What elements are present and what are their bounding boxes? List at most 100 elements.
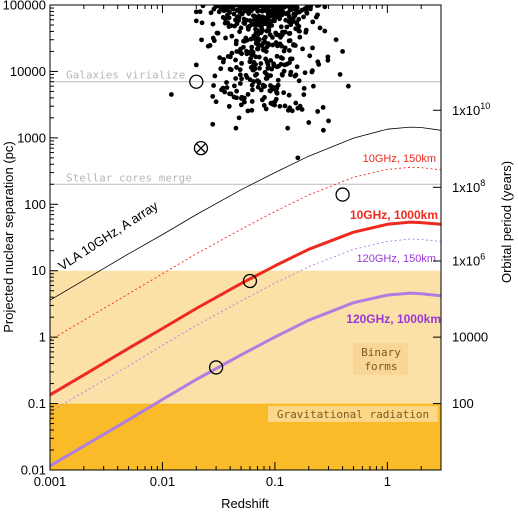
circle-marker bbox=[208, 360, 224, 375]
series-label-g120_150: 120GHz, 150km bbox=[357, 253, 436, 265]
scatter-point bbox=[320, 105, 326, 110]
scatter-point bbox=[265, 16, 271, 22]
region-binary-forms bbox=[50, 270, 441, 404]
scatter-point bbox=[193, 9, 199, 15]
scatter-point bbox=[251, 79, 257, 84]
scatter-point bbox=[337, 72, 343, 77]
scatter-point bbox=[239, 95, 245, 101]
scatter-point bbox=[264, 28, 270, 34]
y-tick-label: 1000 bbox=[17, 130, 46, 145]
y-tick-label: 100000 bbox=[3, 0, 46, 13]
axes: 0.001 0.01 0.1 10.010.111010010001000010000… bbox=[3, 0, 491, 489]
scatter-point bbox=[234, 49, 240, 54]
scatter-point bbox=[286, 92, 292, 98]
scatter-point bbox=[245, 5, 251, 10]
scatter-point bbox=[265, 62, 271, 67]
scatter-point bbox=[340, 49, 345, 54]
y2-axis-title: Orbital period (years) bbox=[499, 161, 514, 283]
scatter-point bbox=[245, 91, 251, 97]
scatter-point bbox=[234, 88, 240, 94]
scatter-point bbox=[211, 38, 217, 44]
scatter-point bbox=[237, 72, 243, 78]
hline-label-stellar-cores-merge: Stellar cores merge bbox=[66, 171, 192, 184]
scatter-point bbox=[278, 61, 284, 67]
scatter-point bbox=[286, 18, 292, 24]
scatter-point bbox=[219, 87, 224, 93]
scatter-point bbox=[260, 14, 265, 20]
scatter-point bbox=[270, 42, 276, 48]
scatter-point bbox=[293, 7, 299, 12]
y2-tick-label: 1x1010 bbox=[452, 101, 490, 118]
scatter-point bbox=[220, 5, 226, 9]
scatter-point bbox=[248, 36, 254, 42]
scatter-point bbox=[256, 54, 262, 60]
scatter-point bbox=[302, 70, 308, 76]
scatter-point bbox=[232, 83, 237, 89]
scatter-point bbox=[301, 92, 307, 98]
scatter-point bbox=[264, 75, 270, 81]
scatter-point bbox=[197, 9, 203, 15]
scatter-point bbox=[300, 46, 305, 52]
scatter-point bbox=[226, 15, 232, 21]
series-label-g10_150: 10GHz, 150km bbox=[363, 153, 436, 165]
scatter-point bbox=[237, 67, 243, 73]
scatter-point bbox=[256, 43, 262, 49]
y2-tick-label: 100 bbox=[452, 396, 474, 411]
scatter-point bbox=[282, 45, 288, 51]
y2-tick-exponent: 8 bbox=[480, 178, 485, 188]
region-label-text: Gravitational radiation bbox=[277, 408, 429, 421]
circled-points bbox=[189, 74, 350, 375]
region-label-text-line1: Binary bbox=[361, 346, 401, 359]
scatter-point bbox=[281, 90, 287, 96]
series-line-g120_1000 bbox=[50, 291, 441, 468]
scatter-point bbox=[222, 20, 228, 26]
scatter-point bbox=[310, 68, 315, 74]
scatter-point bbox=[199, 37, 204, 43]
scatter-point bbox=[233, 76, 239, 81]
scatter-point bbox=[315, 109, 321, 114]
scatter-point bbox=[242, 21, 248, 26]
scatter-point bbox=[289, 56, 295, 62]
scatter-point bbox=[282, 62, 288, 68]
y-tick-label: 1 bbox=[39, 330, 46, 345]
scatter-point bbox=[325, 54, 331, 60]
scatter-point bbox=[237, 29, 242, 35]
scatter-point bbox=[272, 87, 278, 92]
scatter-point bbox=[279, 43, 284, 49]
scatter-point bbox=[277, 103, 283, 109]
scatter-point bbox=[271, 61, 277, 67]
scatter-point bbox=[277, 16, 282, 22]
scatter-point bbox=[261, 46, 267, 52]
scatter-point bbox=[326, 118, 331, 124]
scatter-point bbox=[251, 13, 256, 19]
scatter-point bbox=[261, 103, 267, 108]
scatter-point bbox=[321, 127, 326, 133]
scatter-point bbox=[292, 11, 298, 17]
series-line-g10_150 bbox=[50, 166, 441, 341]
y-tick-label: 100 bbox=[24, 197, 46, 212]
scatter-point bbox=[208, 10, 214, 16]
cross-mark bbox=[195, 143, 207, 154]
circle-marker bbox=[242, 273, 258, 289]
scatter-point bbox=[210, 121, 216, 127]
scatter-point bbox=[262, 70, 268, 75]
scatter-point bbox=[229, 33, 235, 39]
scatter-point bbox=[247, 77, 253, 83]
scatter-point bbox=[306, 120, 312, 125]
scatter-point bbox=[258, 87, 264, 93]
region-label-box bbox=[353, 343, 408, 375]
region-label-box bbox=[268, 406, 438, 422]
scatter-point bbox=[251, 5, 257, 8]
scatter-point bbox=[278, 55, 284, 60]
scatter-point bbox=[273, 96, 279, 102]
scatter-point bbox=[254, 71, 260, 77]
scatter-point bbox=[257, 65, 262, 71]
scatter-point bbox=[233, 57, 238, 63]
scatter-point bbox=[210, 94, 216, 99]
scatter-point bbox=[268, 73, 273, 79]
scatter-point bbox=[301, 14, 306, 20]
scatter-point bbox=[263, 20, 269, 26]
scatter-point bbox=[168, 92, 174, 97]
